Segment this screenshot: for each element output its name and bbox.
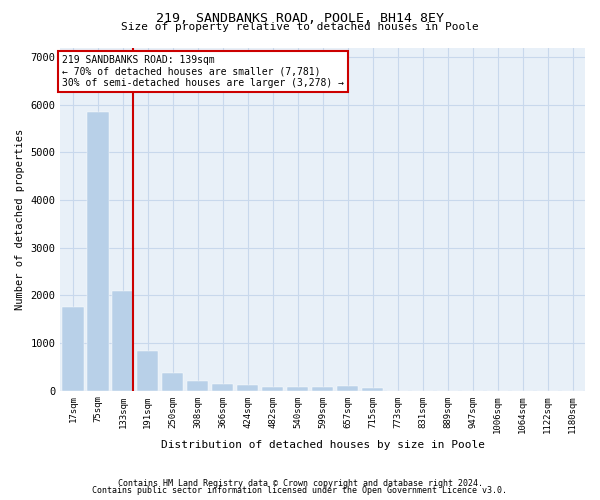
Text: Contains HM Land Registry data © Crown copyright and database right 2024.: Contains HM Land Registry data © Crown c… — [118, 478, 482, 488]
Text: 219 SANDBANKS ROAD: 139sqm
← 70% of detached houses are smaller (7,781)
30% of s: 219 SANDBANKS ROAD: 139sqm ← 70% of deta… — [62, 54, 344, 88]
Bar — [262, 387, 283, 390]
Bar — [137, 352, 158, 391]
Bar — [337, 386, 358, 390]
Bar — [237, 386, 259, 390]
Text: Contains public sector information licensed under the Open Government Licence v3: Contains public sector information licen… — [92, 486, 508, 495]
Bar — [62, 307, 83, 390]
Bar — [162, 374, 184, 390]
Text: 219, SANDBANKS ROAD, POOLE, BH14 8EY: 219, SANDBANKS ROAD, POOLE, BH14 8EY — [156, 12, 444, 26]
X-axis label: Distribution of detached houses by size in Poole: Distribution of detached houses by size … — [161, 440, 485, 450]
Bar — [187, 380, 208, 390]
Bar — [87, 112, 109, 390]
Text: Size of property relative to detached houses in Poole: Size of property relative to detached ho… — [121, 22, 479, 32]
Bar — [112, 290, 133, 390]
Bar — [362, 388, 383, 390]
Bar — [287, 387, 308, 390]
Y-axis label: Number of detached properties: Number of detached properties — [15, 128, 25, 310]
Bar — [312, 387, 334, 390]
Bar — [212, 384, 233, 390]
